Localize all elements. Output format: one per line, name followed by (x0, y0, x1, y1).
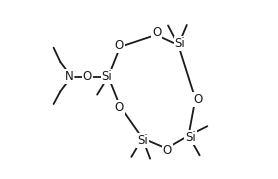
Text: O: O (115, 101, 124, 114)
Text: O: O (193, 93, 202, 106)
Text: O: O (83, 70, 92, 83)
Text: Si: Si (175, 37, 185, 50)
Text: N: N (64, 70, 73, 83)
Text: O: O (115, 39, 124, 52)
Text: Si: Si (102, 70, 112, 83)
Text: O: O (163, 144, 172, 157)
Text: Si: Si (137, 134, 148, 147)
Text: Si: Si (185, 131, 196, 144)
Text: O: O (152, 26, 162, 39)
